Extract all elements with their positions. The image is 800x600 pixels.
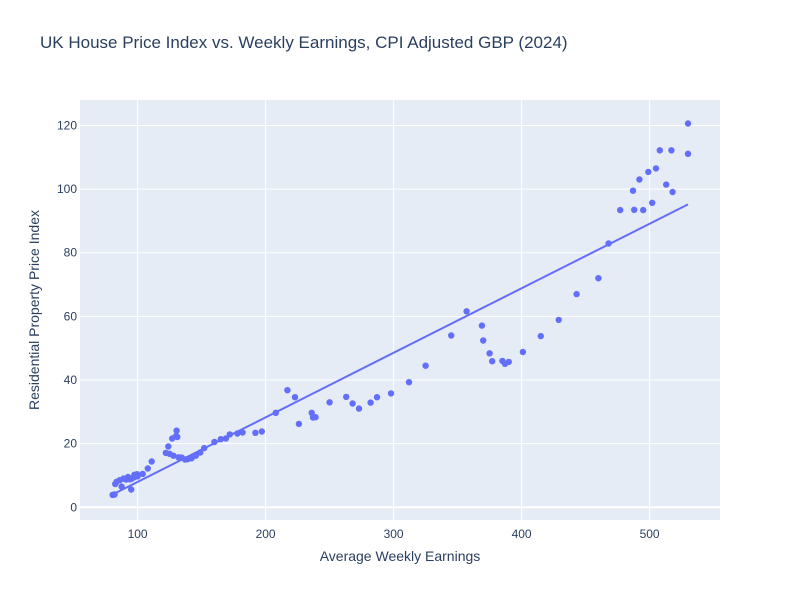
data-point xyxy=(669,188,676,196)
data-point xyxy=(217,436,224,443)
data-point xyxy=(652,165,660,172)
data-point xyxy=(448,332,455,339)
y-tick-label: 60 xyxy=(64,309,78,323)
data-point xyxy=(519,348,527,356)
data-point xyxy=(139,470,146,478)
data-point xyxy=(486,350,493,357)
data-point xyxy=(555,316,562,324)
data-point xyxy=(656,147,663,154)
grid-lines xyxy=(80,100,720,520)
data-point xyxy=(478,322,486,329)
data-point xyxy=(234,430,241,437)
y-tick-label: 80 xyxy=(64,246,78,260)
data-point xyxy=(355,405,363,412)
data-point xyxy=(387,390,395,397)
data-point xyxy=(201,444,208,452)
data-point xyxy=(170,452,177,459)
trend-line-layer xyxy=(112,203,689,496)
data-point xyxy=(649,199,656,206)
data-point xyxy=(663,181,670,188)
data-point xyxy=(489,358,496,365)
trend-line xyxy=(112,203,689,496)
x-tick-label: 100 xyxy=(128,527,148,541)
data-point xyxy=(295,420,303,428)
data-point xyxy=(684,150,692,157)
data-point xyxy=(668,147,675,154)
y-tick-label: 100 xyxy=(57,182,77,196)
data-point xyxy=(144,465,151,472)
data-point xyxy=(645,168,652,176)
data-point xyxy=(349,400,356,407)
y-tick-label: 20 xyxy=(64,437,78,451)
data-point xyxy=(272,409,279,416)
data-point xyxy=(222,435,230,442)
data-point xyxy=(367,399,374,406)
tick-labels: 100 200 300 400 500 0 20 40 60 80 100 120 xyxy=(57,118,660,541)
data-point xyxy=(211,438,218,446)
y-tick-label: 120 xyxy=(57,118,77,132)
x-tick-label: 300 xyxy=(384,527,404,541)
data-point xyxy=(617,206,624,214)
data-point xyxy=(422,362,429,369)
data-point xyxy=(128,486,135,493)
x-tick-label: 200 xyxy=(256,527,276,541)
data-point xyxy=(505,358,512,366)
data-point xyxy=(463,308,470,315)
data-point xyxy=(605,240,612,247)
data-points xyxy=(109,120,692,499)
data-point xyxy=(252,429,259,436)
data-point xyxy=(636,176,643,183)
data-point xyxy=(312,414,319,421)
plot-area xyxy=(80,100,720,520)
y-tick-label: 40 xyxy=(64,373,78,387)
data-point xyxy=(134,473,141,480)
y-axis-title: Residential Property Price Index xyxy=(26,210,42,410)
data-point xyxy=(291,394,299,401)
x-tick-label: 500 xyxy=(640,527,660,541)
data-point xyxy=(197,449,204,456)
data-point xyxy=(165,443,172,450)
data-point xyxy=(284,387,291,394)
data-point xyxy=(226,431,233,438)
x-axis-title: Average Weekly Earnings xyxy=(320,548,481,564)
data-point xyxy=(537,332,544,340)
data-point xyxy=(258,428,265,435)
data-point xyxy=(640,206,647,214)
data-point xyxy=(405,379,413,386)
data-point xyxy=(173,427,180,434)
x-tick-label: 400 xyxy=(512,527,532,541)
data-point xyxy=(629,187,637,194)
data-point xyxy=(111,491,118,498)
data-point xyxy=(684,120,692,127)
data-point xyxy=(573,290,580,298)
data-point xyxy=(174,433,181,441)
data-point xyxy=(192,452,199,459)
data-point xyxy=(595,275,602,282)
y-tick-label: 0 xyxy=(70,500,77,514)
data-point xyxy=(373,394,381,401)
data-point xyxy=(480,337,487,344)
data-point xyxy=(631,206,638,213)
data-point xyxy=(343,393,350,401)
data-point xyxy=(326,399,333,406)
data-point xyxy=(148,458,155,465)
chart-title: UK House Price Index vs. Weekly Earnings… xyxy=(40,33,568,52)
data-point xyxy=(118,483,125,490)
data-point xyxy=(239,429,246,436)
